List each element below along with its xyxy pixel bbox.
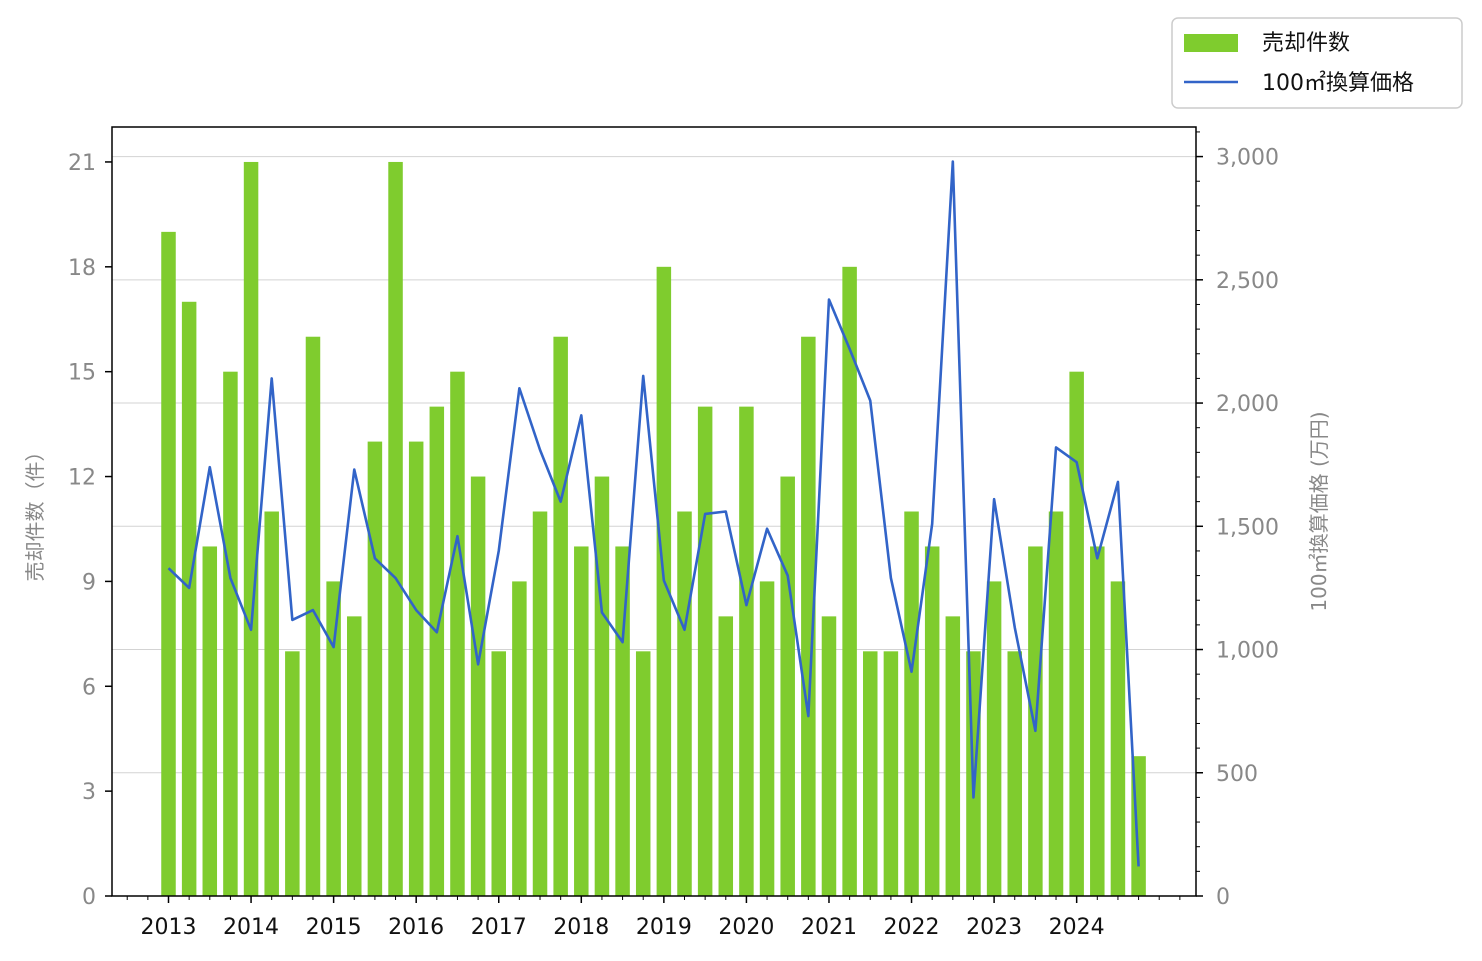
- bar-31: [801, 336, 816, 896]
- right-axis: 0 500 1,000 1,500 2,000 2,500 3,000: [1196, 131, 1279, 910]
- left-tick-label-5: 15: [68, 361, 96, 386]
- right-tick-label-6: 3,000: [1216, 146, 1279, 171]
- bar-36: [904, 511, 919, 896]
- bar-19: [553, 336, 568, 896]
- bar-35: [883, 651, 899, 896]
- bar-26: [697, 406, 713, 896]
- bar-15: [470, 476, 486, 896]
- bar-22: [615, 546, 630, 896]
- left-tick-label-1: 3: [82, 780, 96, 805]
- bar-9: [347, 616, 362, 896]
- bar-12: [408, 441, 424, 896]
- legend-label-bar: 売却件数: [1262, 31, 1350, 56]
- bar-34: [863, 651, 878, 896]
- bar-23: [635, 651, 651, 896]
- x-tick-label-11: 2024: [1049, 915, 1105, 940]
- bar-16: [491, 651, 506, 896]
- bar-11: [388, 161, 403, 897]
- bar-44: [1069, 371, 1084, 896]
- bar-13: [429, 406, 445, 896]
- bar-14: [450, 371, 465, 896]
- right-tick-label-5: 2,500: [1216, 269, 1279, 294]
- bar-4: [243, 161, 259, 897]
- bar-8: [326, 581, 341, 896]
- bar-32: [821, 616, 837, 896]
- legend-box: [1171, 17, 1463, 109]
- right-tick-label-1: 500: [1216, 762, 1258, 787]
- x-tick-label-0: 2013: [141, 915, 197, 940]
- x-tick-label-7: 2020: [718, 915, 774, 940]
- bar-28: [739, 406, 754, 896]
- left-tick-label-2: 6: [82, 675, 96, 700]
- price-line: [167, 160, 1140, 867]
- bar-20: [574, 546, 589, 896]
- left-axis: 0 3 6 9 12 15 18 21: [68, 151, 112, 910]
- left-tick-label-3: 9: [82, 570, 96, 595]
- bar-7: [305, 336, 321, 896]
- bar-38: [945, 616, 961, 896]
- x-tick-label-5: 2018: [553, 915, 609, 940]
- x-tick-label-9: 2022: [884, 915, 940, 940]
- bar-2: [202, 546, 218, 896]
- x-tick-label-10: 2023: [966, 915, 1022, 940]
- bar-1: [181, 301, 197, 897]
- right-tick-label-4: 2,000: [1216, 392, 1279, 417]
- legend-swatch-bar: [1184, 34, 1238, 52]
- y-axis-label-left: 売却件数（件）: [23, 442, 47, 582]
- bar-17: [512, 581, 527, 896]
- bar-43: [1048, 511, 1064, 896]
- bar-layer: [161, 161, 1146, 897]
- bar-3: [223, 371, 238, 896]
- bar-40: [986, 581, 1002, 896]
- x-tick-label-3: 2016: [388, 915, 444, 940]
- left-tick-label-6: 18: [68, 256, 96, 281]
- legend-label-line: 100㎡換算価格: [1262, 70, 1414, 96]
- bar-27: [718, 616, 734, 896]
- bar-10: [367, 441, 383, 896]
- legend: 売却件数 100㎡換算価格: [1171, 17, 1463, 109]
- bar-46: [1110, 581, 1126, 896]
- line-layer: [167, 160, 1140, 867]
- left-tick-label-4: 12: [68, 466, 96, 491]
- right-tick-label-2: 1,000: [1216, 639, 1279, 664]
- y-axis-label-right: 100㎡換算価格 (万円): [1307, 411, 1331, 611]
- bar-37: [924, 546, 940, 896]
- bar-25: [677, 511, 692, 896]
- x-tick-label-2: 2015: [306, 915, 362, 940]
- x-tick-label-4: 2017: [471, 915, 527, 940]
- bar-0: [161, 231, 176, 896]
- bar-6: [285, 651, 300, 896]
- x-tick-label-6: 2019: [636, 915, 692, 940]
- bar-30: [780, 476, 795, 896]
- left-tick-label-0: 0: [82, 885, 96, 910]
- x-axis: 2013 2014 2015 2016 2017 2018 2019 2020 2021 2022…: [126, 896, 1181, 940]
- left-tick-label-7: 21: [68, 151, 96, 176]
- right-tick-label-0: 0: [1216, 885, 1230, 910]
- x-tick-label-1: 2014: [223, 915, 279, 940]
- plot-frame: [111, 126, 1197, 897]
- bar-41: [1007, 651, 1022, 896]
- bar-21: [594, 476, 610, 896]
- bar-45: [1090, 546, 1105, 896]
- bar-5: [264, 511, 279, 896]
- bar-33: [842, 266, 857, 896]
- bar-18: [532, 511, 548, 896]
- bar-29: [759, 581, 775, 896]
- x-tick-label-8: 2021: [801, 915, 857, 940]
- right-tick-label-3: 1,500: [1216, 515, 1279, 540]
